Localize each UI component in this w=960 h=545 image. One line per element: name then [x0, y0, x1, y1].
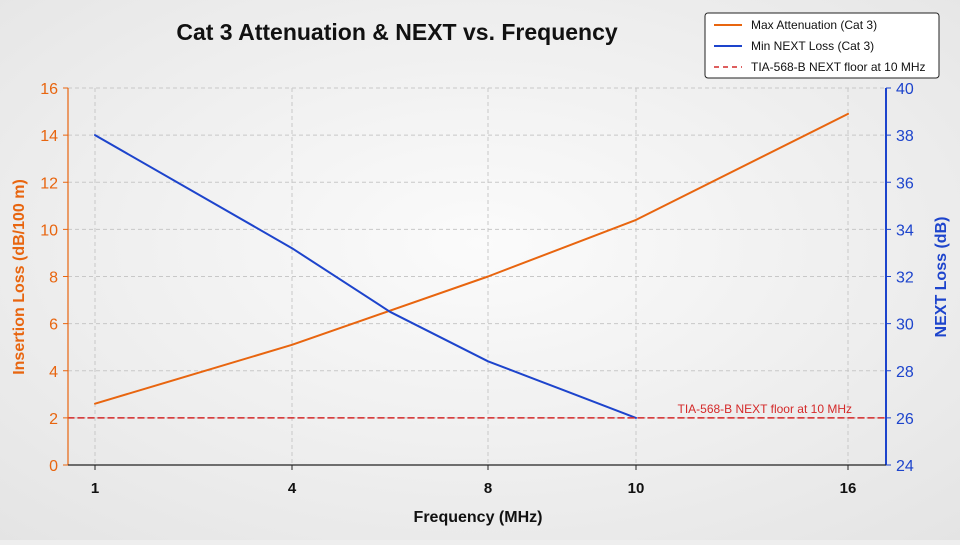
series-line-1 — [94, 134, 637, 419]
chart-title: Cat 3 Attenuation & NEXT vs. Frequency — [176, 19, 618, 45]
series-layer — [67, 112, 887, 419]
right-tick-label: 38 — [896, 128, 914, 145]
floor-annotation: TIA-568-B NEXT floor at 10 MHz — [677, 402, 852, 416]
right-tick-label: 30 — [896, 317, 914, 334]
x-tick-label: 8 — [484, 480, 492, 497]
left-tick-label: 12 — [40, 175, 58, 192]
left-tick-label: 6 — [49, 317, 58, 334]
left-tick-label: 16 — [40, 81, 58, 98]
x-axis-label: Frequency (MHz) — [414, 509, 543, 526]
legend-label-floor: TIA-568-B NEXT floor at 10 MHz — [751, 60, 926, 74]
left-axis-label: Insertion Loss (dB/100 m) — [11, 179, 28, 375]
series-line-0 — [94, 112, 849, 405]
left-tick-label: 4 — [49, 364, 58, 381]
right-tick-label: 32 — [896, 270, 914, 287]
legend: Max Attenuation (Cat 3) Min NEXT Loss (C… — [704, 12, 940, 79]
right-tick-label: 26 — [896, 411, 914, 428]
left-tick-label: 10 — [40, 222, 58, 239]
x-tick-label: 4 — [288, 480, 297, 497]
right-tick-label: 36 — [896, 175, 914, 192]
legend-label-next: Min NEXT Loss (Cat 3) — [751, 39, 874, 53]
right-tick-label: 34 — [896, 222, 914, 239]
right-tick-label: 28 — [896, 364, 914, 381]
x-tick-label: 16 — [840, 480, 857, 497]
x-tick-label: 1 — [91, 480, 99, 497]
right-axis-label: NEXT Loss (dB) — [933, 217, 950, 338]
left-tick-label: 2 — [49, 411, 58, 428]
right-tick-label: 40 — [896, 81, 914, 98]
right-tick-label: 24 — [896, 458, 914, 475]
left-tick-label: 14 — [40, 128, 58, 145]
legend-box — [704, 12, 940, 79]
legend-label-attenuation: Max Attenuation (Cat 3) — [751, 18, 877, 32]
x-tick-label: 10 — [628, 480, 645, 497]
left-tick-label: 8 — [49, 270, 58, 287]
left-tick-label: 0 — [49, 458, 58, 475]
